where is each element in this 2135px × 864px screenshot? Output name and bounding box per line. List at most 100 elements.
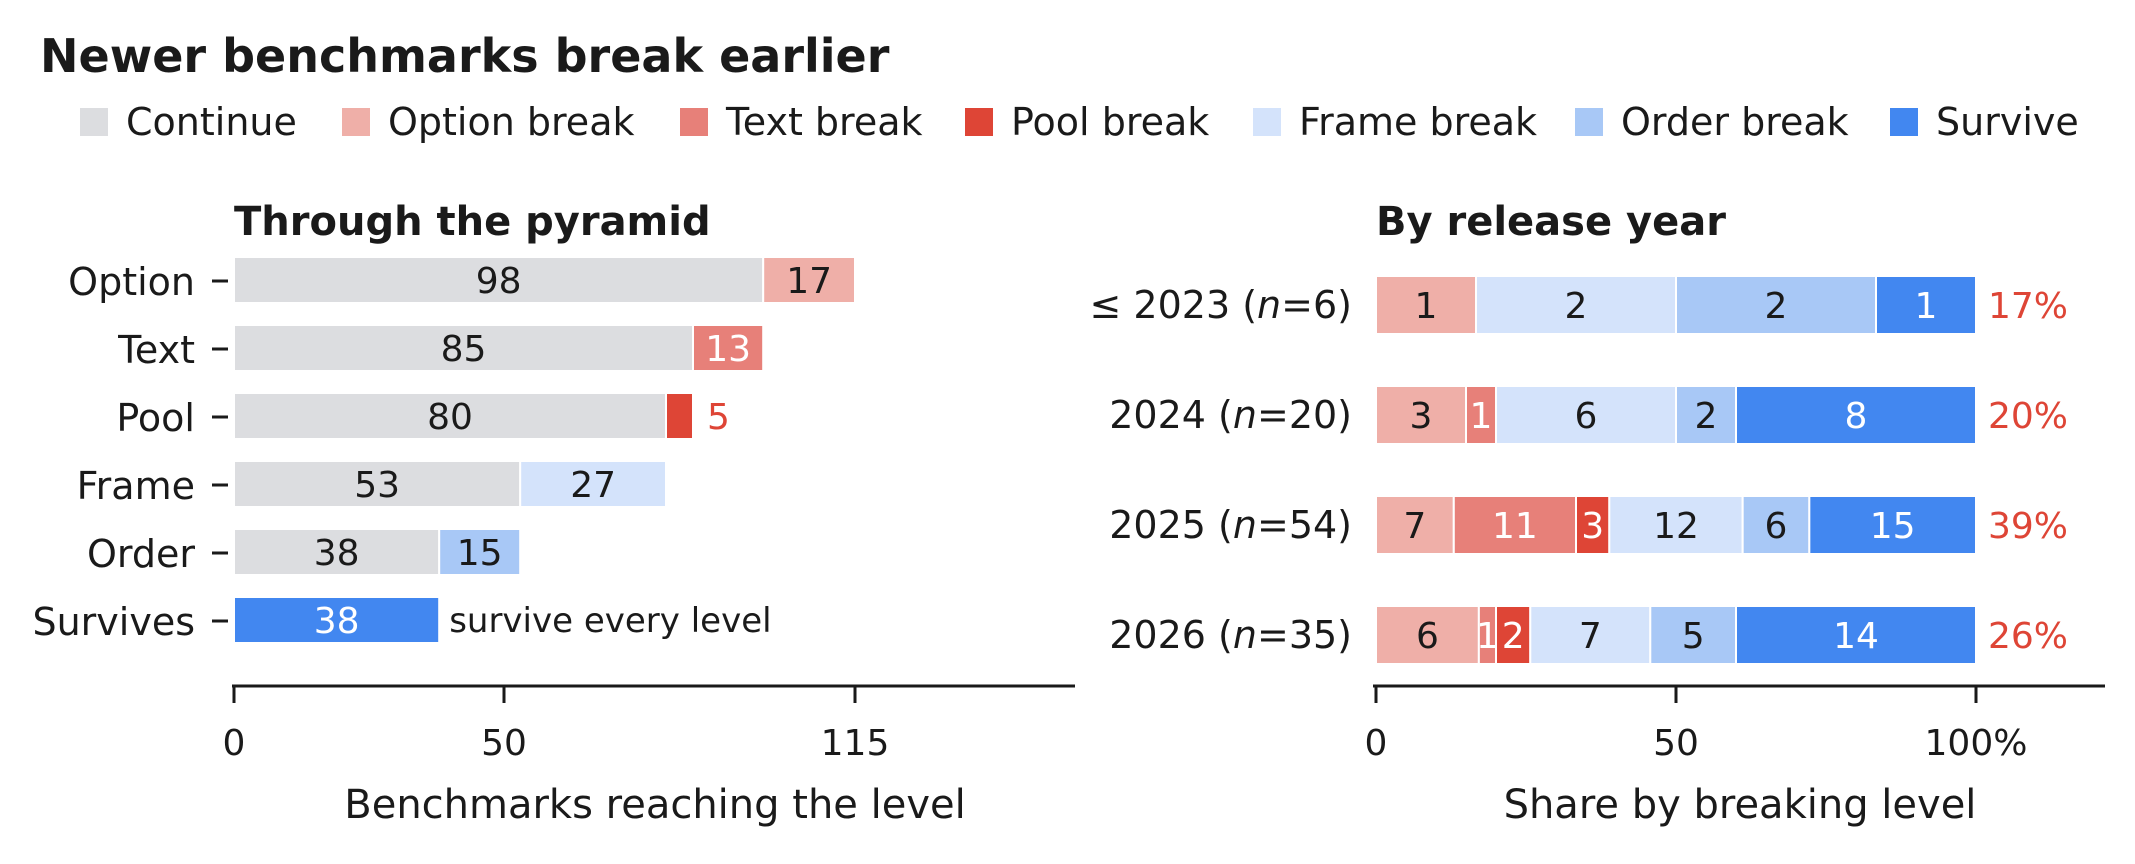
year-label-n: n	[1233, 503, 1257, 547]
legend-label-survive: Survive	[1936, 100, 2079, 144]
x-tick-label: 50	[481, 723, 527, 764]
bar-label-option-break: 6	[1416, 616, 1439, 657]
bar-2026-order-break	[1649, 605, 1738, 665]
year-label-open: (	[1230, 283, 1257, 327]
year-label: 2025 (n=54)	[1109, 503, 1352, 547]
bar-label-frame-continue: 53	[354, 465, 400, 506]
category-label-option: Option	[68, 260, 195, 304]
bar-2025-order-break	[1741, 495, 1811, 555]
bar-label-option-continue: 98	[476, 261, 522, 302]
panel-through-the-pyramid: Through the pyramid Option 98 17 Text 85 13 Poo…	[32, 199, 1075, 828]
bar-label-pool-pool-break: 5	[707, 397, 730, 438]
bar-label-option-break: 1	[1415, 286, 1438, 327]
bar-2023-frame-break	[1475, 275, 1677, 335]
bar-label-option-option-break: 17	[786, 261, 832, 302]
bar-text-continue	[233, 324, 694, 372]
bar-label-option-break: 7	[1403, 506, 1426, 547]
bar-label-order-break: 6	[1765, 506, 1788, 547]
category-label-text: Text	[117, 328, 195, 372]
x-axis-label: Benchmarks reaching the level	[344, 782, 965, 828]
year-label-eq: =	[1257, 393, 1289, 437]
legend-swatch-frame-break	[1253, 108, 1281, 136]
x-tick-label: 100%	[1925, 723, 2028, 764]
year-label-open: (	[1206, 613, 1233, 657]
bar-label-frame-break: 6	[1575, 396, 1598, 437]
bar-2025-option-break	[1375, 495, 1455, 555]
bar-label-text-break: 1	[1476, 616, 1499, 657]
bar-label-text-break: 1	[1470, 396, 1493, 437]
bar-label-survive: 14	[1833, 616, 1879, 657]
year-label-close: )	[1337, 283, 1352, 327]
bar-survives-survive	[233, 596, 441, 644]
bar-2024-survive	[1735, 385, 1977, 445]
bar-pool-pool-break	[665, 392, 694, 440]
bar-2023-order-break	[1675, 275, 1877, 335]
bar-text-text-break	[692, 324, 765, 372]
legend-swatch-survive	[1890, 108, 1918, 136]
bar-2023-survive	[1875, 275, 1977, 335]
bar-label-survive: 1	[1915, 286, 1938, 327]
bar-label-frame-frame-break: 27	[570, 465, 616, 506]
bar-frame-frame-break	[519, 460, 668, 508]
legend-swatch-order-break	[1575, 108, 1603, 136]
share-label: 39%	[1988, 506, 2068, 547]
year-label-eq: =	[1257, 613, 1289, 657]
bar-2024-order-break	[1675, 385, 1737, 445]
bar-label-survive: 8	[1845, 396, 1868, 437]
panel-by-release-year: By release year≤ 2023 (n=6) 1 2 2 1 17%2024 (…	[1090, 199, 2105, 828]
year-label-year: 2024	[1109, 393, 1206, 437]
x-tick-label: 115	[821, 723, 890, 764]
year-label-close: )	[1337, 613, 1352, 657]
bar-label-frame-break: 12	[1653, 506, 1699, 547]
bar-2023-option-break	[1375, 275, 1477, 335]
bar-label-survives-survive: 38	[314, 601, 360, 642]
bar-2024-option-break	[1375, 385, 1467, 445]
year-label-year: 2025	[1109, 503, 1206, 547]
bar-2025-text-break	[1452, 495, 1578, 555]
bar-option-option-break	[762, 256, 857, 304]
bar-label-order-order-break: 15	[457, 533, 503, 574]
category-label-pool: Pool	[116, 396, 195, 440]
legend-label-frame-break: Frame break	[1299, 100, 1537, 144]
year-label-year: ≤ 2023	[1090, 283, 1231, 327]
year-label: ≤ 2023 (n=6)	[1090, 283, 1353, 327]
legend-label-order-break: Order break	[1621, 100, 1849, 144]
legend-swatch-continue	[80, 108, 108, 136]
legend-swatch-option-break	[342, 108, 370, 136]
bar-label-order-break: 5	[1682, 616, 1705, 657]
category-label-order: Order	[87, 532, 195, 576]
legend-label-text-break: Text break	[725, 100, 923, 144]
year-label-count: 20	[1289, 393, 1337, 437]
bar-label-order-break: 2	[1765, 286, 1788, 327]
bar-2026-option-break	[1375, 605, 1480, 665]
year-label-n: n	[1257, 283, 1281, 327]
legend-label-option-break: Option break	[388, 100, 634, 144]
bar-label-option-break: 3	[1410, 396, 1433, 437]
year-label-count: 54	[1289, 503, 1337, 547]
bar-order-order-break	[438, 528, 522, 576]
bar-label-text-continue: 85	[441, 329, 487, 370]
year-label-open: (	[1206, 393, 1233, 437]
legend-label-pool-break: Pool break	[1011, 100, 1209, 144]
legend-swatch-text-break	[680, 108, 708, 136]
bar-label-frame-break: 7	[1579, 616, 1602, 657]
bar-2026-survive	[1735, 605, 1977, 665]
x-axis-label: Share by breaking level	[1504, 782, 1977, 828]
share-label: 17%	[1988, 286, 2068, 327]
year-label-open: (	[1206, 503, 1233, 547]
bar-label-text-break: 11	[1492, 506, 1538, 547]
legend-label-continue: Continue	[126, 100, 297, 144]
share-label: 20%	[1988, 396, 2068, 437]
share-label: 26%	[1988, 616, 2068, 657]
year-label-year: 2026	[1109, 613, 1206, 657]
legend-swatch-pool-break	[965, 108, 993, 136]
year-label-n: n	[1233, 393, 1257, 437]
year-label-count: 35	[1289, 613, 1337, 657]
bar-label-pool-break: 2	[1502, 616, 1525, 657]
x-tick-label: 0	[1365, 723, 1388, 764]
bar-label-text-text-break: 13	[705, 329, 751, 370]
bar-2025-survive	[1808, 495, 1978, 555]
bar-2024-frame-break	[1495, 385, 1677, 445]
survive-annotation: survive every level	[449, 601, 771, 641]
